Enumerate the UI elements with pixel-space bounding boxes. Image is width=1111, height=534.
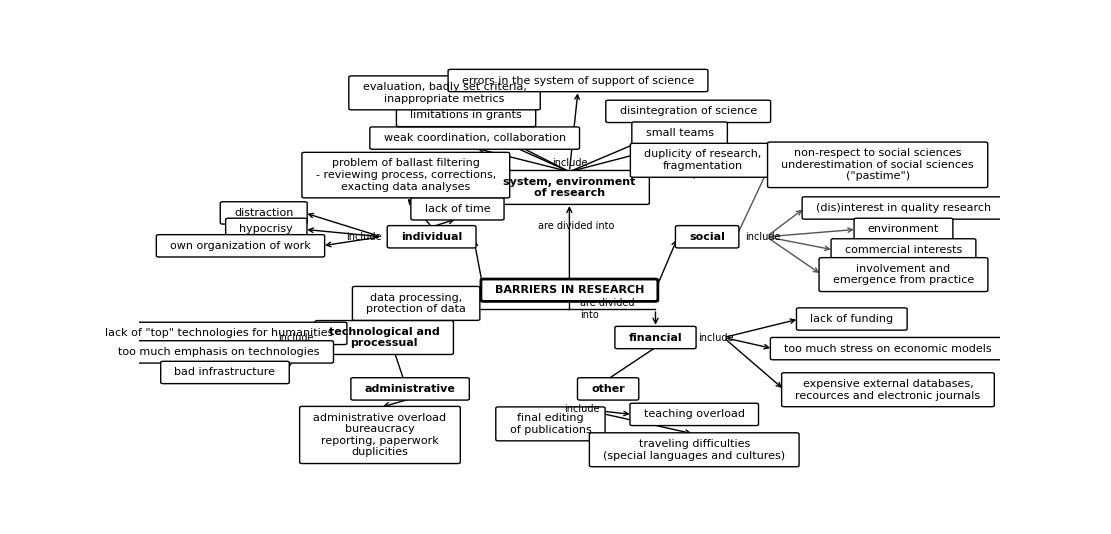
FancyBboxPatch shape	[316, 320, 453, 355]
Text: financial: financial	[629, 333, 682, 342]
Text: individual: individual	[401, 232, 462, 242]
FancyBboxPatch shape	[630, 143, 775, 177]
Text: problem of ballast filtering
- reviewing process, corrections,
exacting data ana: problem of ballast filtering - reviewing…	[316, 159, 496, 192]
Text: include: include	[564, 404, 600, 414]
FancyBboxPatch shape	[770, 337, 1005, 360]
FancyBboxPatch shape	[352, 286, 480, 320]
Text: traveling difficulties
(special languages and cultures): traveling difficulties (special language…	[603, 439, 785, 460]
Text: lack of "top" technologies for humanities: lack of "top" technologies for humanitie…	[104, 328, 333, 339]
FancyBboxPatch shape	[157, 234, 324, 257]
Text: include: include	[698, 333, 733, 342]
FancyBboxPatch shape	[349, 76, 540, 110]
FancyBboxPatch shape	[448, 69, 708, 92]
FancyBboxPatch shape	[302, 152, 510, 198]
Text: weak coordination, collaboration: weak coordination, collaboration	[383, 133, 565, 143]
FancyBboxPatch shape	[605, 100, 771, 122]
Text: duplicity of research,
fragmentation: duplicity of research, fragmentation	[644, 150, 761, 171]
Text: BARRIERS IN RESEARCH: BARRIERS IN RESEARCH	[494, 285, 644, 295]
Text: are divided into: are divided into	[538, 221, 614, 231]
FancyBboxPatch shape	[819, 257, 988, 292]
Text: distraction: distraction	[234, 208, 293, 218]
FancyBboxPatch shape	[831, 239, 975, 261]
Text: too much emphasis on technologies: too much emphasis on technologies	[118, 347, 320, 357]
FancyBboxPatch shape	[397, 104, 536, 127]
FancyBboxPatch shape	[481, 279, 658, 301]
Text: expensive external databases,
recources and electronic journals: expensive external databases, recources …	[795, 379, 981, 400]
Text: too much stress on economic models: too much stress on economic models	[784, 343, 992, 354]
FancyBboxPatch shape	[220, 202, 307, 224]
Text: evaluation, badly set criteria,
inappropriate metrics: evaluation, badly set criteria, inapprop…	[362, 82, 527, 104]
FancyBboxPatch shape	[768, 142, 988, 187]
Text: are divided
into: are divided into	[580, 299, 634, 320]
FancyBboxPatch shape	[91, 322, 347, 344]
FancyBboxPatch shape	[630, 403, 759, 426]
Text: disintegration of science: disintegration of science	[620, 106, 757, 116]
Text: system, environment
of research: system, environment of research	[503, 177, 635, 198]
Text: include: include	[744, 232, 780, 242]
Text: involvement and
emergence from practice: involvement and emergence from practice	[833, 264, 974, 285]
Text: include: include	[552, 159, 587, 168]
Text: other: other	[591, 384, 625, 394]
Text: data processing,
protection of data: data processing, protection of data	[367, 293, 466, 314]
Text: include: include	[346, 232, 381, 242]
Text: limitations in grants: limitations in grants	[410, 111, 522, 121]
Text: administrative overload
bureaucracy
reporting, paperwork
duplicities: administrative overload bureaucracy repo…	[313, 413, 447, 457]
FancyBboxPatch shape	[161, 362, 289, 383]
FancyBboxPatch shape	[411, 198, 504, 220]
Text: lack of funding: lack of funding	[810, 314, 893, 324]
Text: environment: environment	[868, 224, 939, 234]
Text: teaching overload: teaching overload	[643, 410, 744, 419]
FancyBboxPatch shape	[370, 127, 580, 150]
Text: lack of time: lack of time	[424, 204, 490, 214]
FancyBboxPatch shape	[578, 378, 639, 400]
FancyBboxPatch shape	[854, 218, 953, 240]
Text: final editing
of publications: final editing of publications	[510, 413, 591, 435]
Text: errors in the system of support of science: errors in the system of support of scien…	[462, 75, 694, 85]
FancyBboxPatch shape	[226, 218, 307, 240]
Text: own organization of work: own organization of work	[170, 241, 311, 251]
Text: hypocrisy: hypocrisy	[240, 224, 293, 234]
Text: bad infrastructure: bad infrastructure	[174, 367, 276, 378]
FancyBboxPatch shape	[388, 225, 476, 248]
Text: small teams: small teams	[645, 128, 713, 138]
Text: include: include	[278, 333, 313, 342]
FancyBboxPatch shape	[104, 341, 333, 363]
FancyBboxPatch shape	[632, 122, 728, 144]
FancyBboxPatch shape	[300, 406, 460, 464]
Text: (dis)interest in quality research: (dis)interest in quality research	[815, 203, 991, 213]
FancyBboxPatch shape	[490, 170, 649, 205]
FancyBboxPatch shape	[782, 373, 994, 407]
FancyBboxPatch shape	[675, 225, 739, 248]
FancyBboxPatch shape	[496, 407, 605, 441]
Text: administrative: administrative	[364, 384, 456, 394]
FancyBboxPatch shape	[590, 433, 799, 467]
FancyBboxPatch shape	[351, 378, 469, 400]
Text: commercial interests: commercial interests	[844, 245, 962, 255]
FancyBboxPatch shape	[614, 326, 697, 349]
FancyBboxPatch shape	[797, 308, 908, 330]
Text: technological and
processual: technological and processual	[329, 327, 440, 348]
Text: social: social	[689, 232, 725, 242]
Text: non-respect to social sciences
underestimation of social sciences
("pastime"): non-respect to social sciences underesti…	[781, 148, 974, 182]
FancyBboxPatch shape	[802, 197, 1004, 219]
